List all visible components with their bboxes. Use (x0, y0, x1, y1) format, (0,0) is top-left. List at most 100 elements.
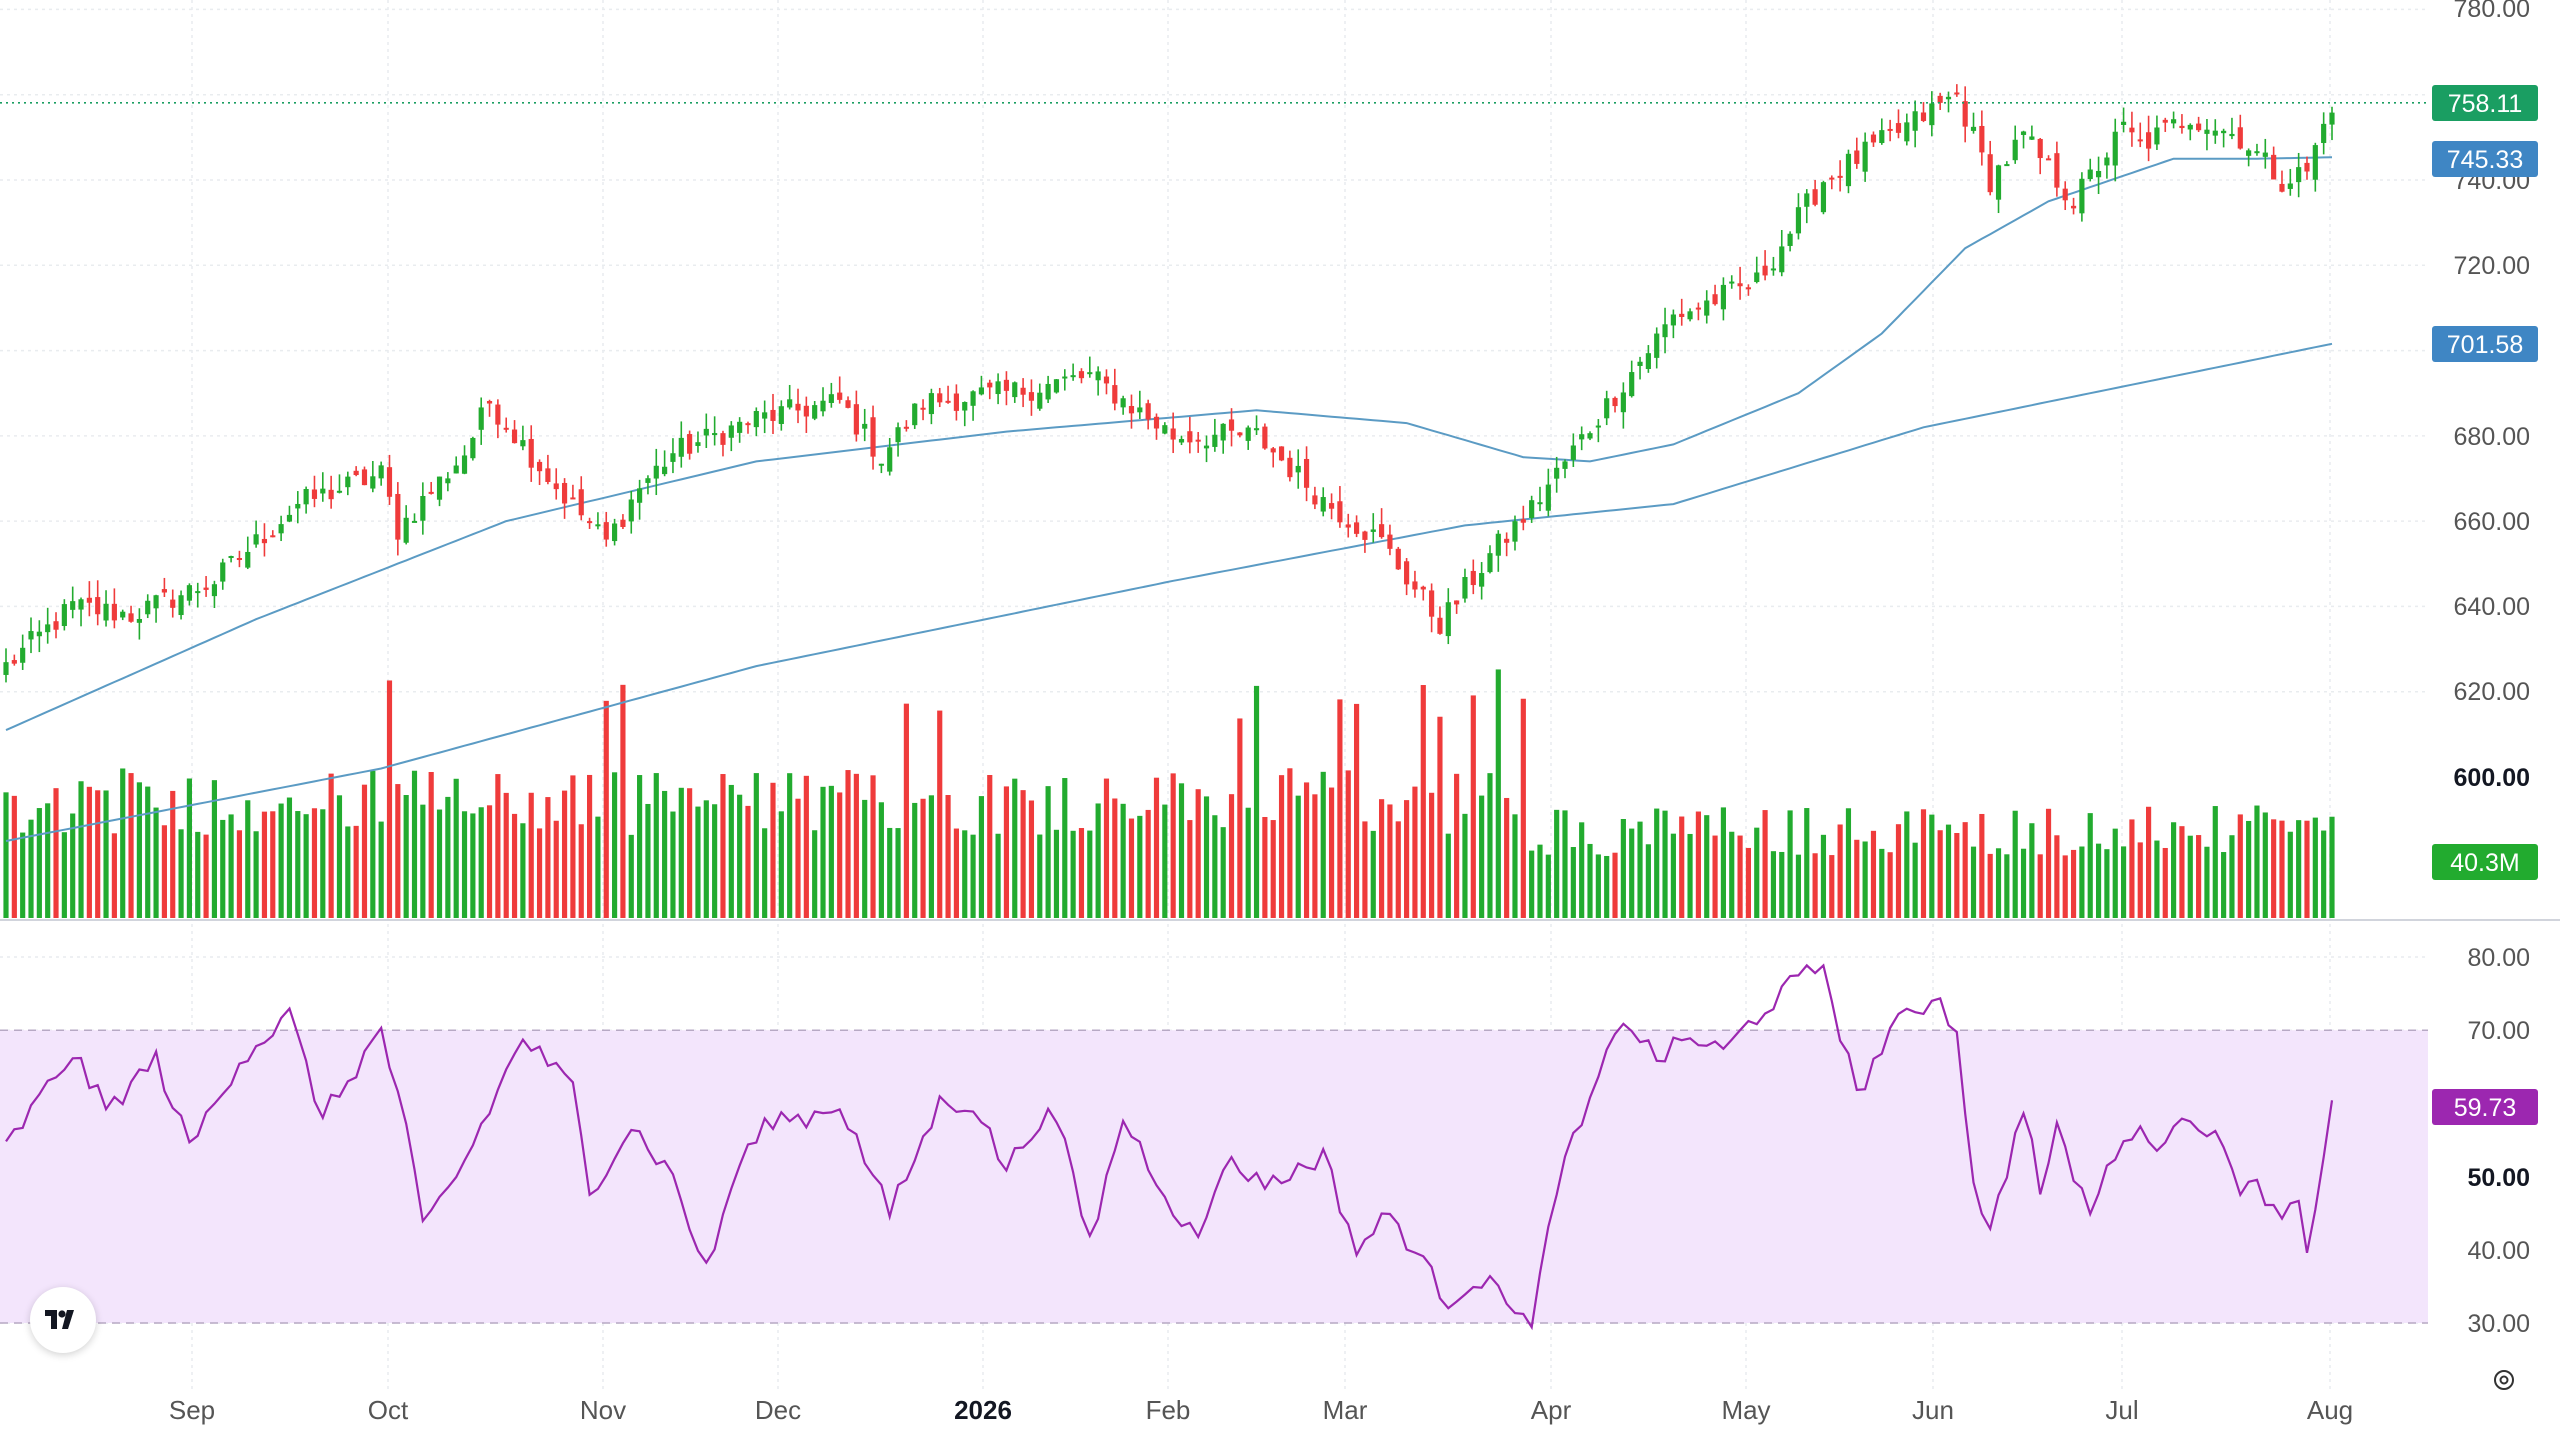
volume-tag: 40.3M (2450, 849, 2519, 877)
volume-bar (2120, 846, 2127, 918)
volume-bar (1220, 827, 1226, 918)
candle-body (111, 603, 117, 621)
volume-bar (820, 786, 826, 918)
volume-bar (36, 808, 42, 918)
volume-bar (1345, 770, 1351, 918)
volume-bar (1320, 771, 1326, 918)
tradingview-logo-icon (45, 1310, 74, 1329)
volume-bar (603, 700, 609, 918)
volume-bar (2279, 820, 2285, 918)
volume-bar (1170, 773, 1176, 918)
candle-body (695, 442, 701, 446)
volume-bar (928, 795, 934, 918)
volume-bar (1303, 782, 1310, 918)
volume-bar (1537, 844, 1543, 918)
candle-body (653, 465, 659, 479)
volume-bar (478, 807, 484, 918)
candle-body (1720, 284, 1726, 310)
volume-bar (253, 831, 259, 918)
volume-bar (2045, 808, 2052, 918)
volume-bar (161, 825, 167, 918)
volume-bar (261, 811, 268, 918)
candle-body (1537, 502, 1543, 505)
volume-bar (1479, 795, 1485, 918)
candle-body (2254, 151, 2260, 154)
candle-body (878, 463, 884, 466)
volume-bar (2246, 820, 2252, 918)
candle-body (1370, 529, 1376, 532)
price-tick-label: 600.00 (2454, 764, 2530, 792)
volume-bar (720, 774, 726, 918)
volume-bar (2112, 828, 2118, 918)
volume-bar (203, 834, 209, 918)
volume-bar (2029, 823, 2035, 918)
candle-body (1812, 189, 1818, 205)
candle-body (1345, 524, 1351, 528)
candle-body (1520, 519, 1526, 523)
volume-bar (995, 833, 1001, 918)
volume-bar (595, 816, 601, 918)
candle-body (270, 535, 276, 538)
volume-bar (637, 775, 643, 918)
volume-bar (745, 805, 751, 918)
volume-bar (1053, 829, 1060, 918)
candle-body (2204, 129, 2210, 134)
volume-bar (653, 773, 659, 918)
chart-settings-button[interactable] (2484, 1360, 2524, 1400)
candle-body (853, 404, 859, 435)
candle-body (495, 404, 501, 425)
volume-bar (970, 834, 976, 918)
candle-body (2212, 130, 2218, 136)
candle-body (1854, 150, 1860, 164)
volume-bar (878, 802, 884, 918)
candle-body (753, 411, 759, 428)
candle-body (1579, 434, 1585, 440)
tradingview-logo[interactable] (30, 1287, 96, 1353)
volume-bar (153, 807, 159, 918)
volume-bar (945, 795, 951, 918)
candle-body (20, 647, 26, 663)
candle-body (2162, 119, 2168, 123)
volume-bar (2312, 817, 2318, 918)
volume-bar (1670, 833, 1676, 918)
candle-body (1679, 313, 1685, 317)
volume-bar (1145, 809, 1151, 918)
candle-body (2062, 188, 2068, 201)
candle-body (2104, 157, 2110, 166)
candle-body (61, 604, 67, 627)
volume-bar (2020, 848, 2027, 918)
volume-bar (1445, 833, 1451, 918)
candle-body (1804, 193, 1810, 207)
candle-body (120, 611, 126, 618)
volume-bar (570, 775, 576, 918)
candle-body (570, 497, 576, 500)
volume-bar (186, 778, 192, 918)
candle-body (1320, 497, 1326, 512)
candle-body (1237, 432, 1243, 436)
volume-bar (795, 798, 801, 918)
time-axis-label: Oct (368, 1395, 409, 1425)
time-axis-label: Dec (755, 1395, 801, 1425)
candle-body (845, 400, 851, 408)
candle-body (1137, 407, 1143, 413)
candle-body (1920, 112, 1927, 121)
volume-bar (903, 703, 909, 918)
volume-bar (1779, 851, 1785, 918)
candle-body (53, 621, 59, 630)
candle-body (1053, 379, 1060, 393)
volume-bar (1629, 828, 1635, 918)
rsi-tick-label: 40.00 (2467, 1237, 2530, 1265)
volume-bar (270, 811, 276, 918)
volume-bar (120, 768, 126, 918)
volume-bar (411, 770, 418, 918)
ma200-line (5, 342, 2333, 842)
candle-body (1870, 134, 1877, 143)
price-tick-label: 620.00 (2454, 678, 2530, 706)
volume-bar (1512, 814, 1518, 918)
volume-bar (95, 790, 101, 918)
candle-body (1095, 371, 1101, 381)
candle-body (370, 476, 376, 489)
volume-bar (70, 813, 76, 918)
